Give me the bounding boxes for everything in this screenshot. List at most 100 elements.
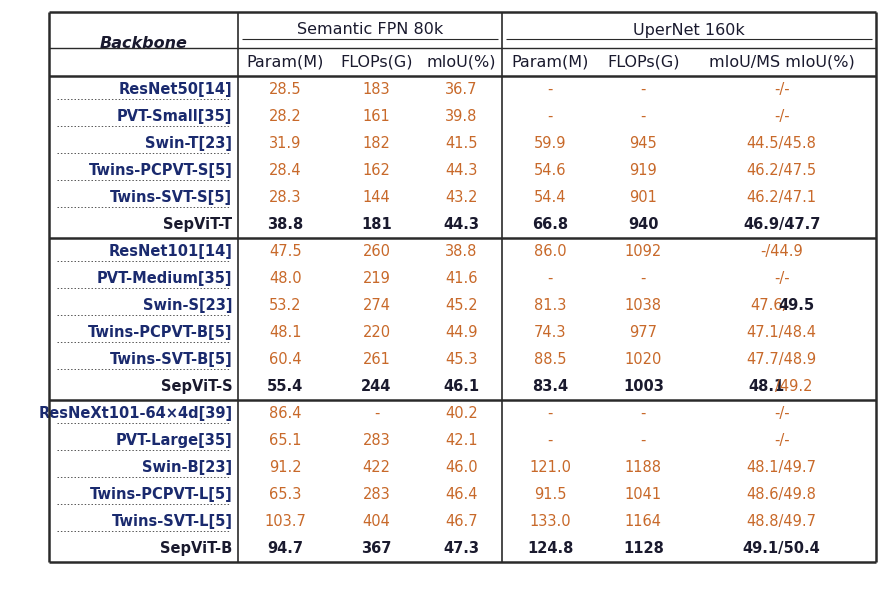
Text: Swin-S[23]: Swin-S[23]	[143, 298, 232, 313]
Text: 31.9: 31.9	[269, 136, 302, 151]
Text: Twins-PCPVT-S[5]: Twins-PCPVT-S[5]	[88, 163, 232, 178]
Text: 144: 144	[362, 190, 391, 205]
Text: 66.8: 66.8	[532, 217, 569, 232]
Text: 41.6: 41.6	[445, 271, 478, 286]
Text: 45.3: 45.3	[445, 352, 477, 367]
Text: 49.1/50.4: 49.1/50.4	[743, 541, 821, 556]
Text: 901: 901	[629, 190, 657, 205]
Text: 244: 244	[361, 379, 392, 394]
Text: 47.7/48.9: 47.7/48.9	[747, 352, 817, 367]
Text: 274: 274	[362, 298, 391, 313]
Text: -/-: -/-	[773, 271, 789, 286]
Text: 53.2: 53.2	[269, 298, 302, 313]
Text: 91.5: 91.5	[534, 487, 567, 502]
Text: Swin-T[23]: Swin-T[23]	[145, 136, 232, 151]
Text: 47.5: 47.5	[269, 244, 302, 259]
Text: 45.2: 45.2	[445, 298, 478, 313]
Text: -: -	[547, 433, 553, 448]
Text: Twins-SVT-L[5]: Twins-SVT-L[5]	[111, 514, 232, 529]
Text: 38.8: 38.8	[445, 244, 477, 259]
Text: 48.0: 48.0	[269, 271, 302, 286]
Text: Twins-SVT-B[5]: Twins-SVT-B[5]	[109, 352, 232, 367]
Text: -: -	[547, 109, 553, 124]
Text: -: -	[641, 433, 646, 448]
Text: 1020: 1020	[625, 352, 662, 367]
Text: Backbone: Backbone	[100, 37, 188, 52]
Text: 977: 977	[629, 325, 658, 340]
Text: 183: 183	[362, 82, 390, 97]
Text: 39.8: 39.8	[445, 109, 477, 124]
Text: 86.4: 86.4	[269, 406, 302, 421]
Text: 54.6: 54.6	[534, 163, 567, 178]
Text: 945: 945	[629, 136, 657, 151]
Text: 42.1: 42.1	[445, 433, 478, 448]
Text: 65.3: 65.3	[269, 487, 302, 502]
Text: -/-: -/-	[773, 82, 789, 97]
Text: Twins-PCPVT-L[5]: Twins-PCPVT-L[5]	[90, 487, 232, 502]
Text: /49.2: /49.2	[775, 379, 813, 394]
Text: 59.9: 59.9	[534, 136, 567, 151]
Text: FLOPs(G): FLOPs(G)	[340, 54, 413, 69]
Text: 219: 219	[362, 271, 391, 286]
Text: 182: 182	[362, 136, 391, 151]
Text: 1128: 1128	[623, 541, 664, 556]
Text: -: -	[641, 271, 646, 286]
Text: ResNet101[14]: ResNet101[14]	[109, 244, 232, 259]
Text: mIoU/MS mIoU(%): mIoU/MS mIoU(%)	[708, 54, 854, 69]
Text: 44.3: 44.3	[443, 217, 479, 232]
Text: Twins-PCPVT-B[5]: Twins-PCPVT-B[5]	[88, 325, 232, 340]
Text: 86.0: 86.0	[534, 244, 567, 259]
Text: -: -	[547, 82, 553, 97]
Text: -: -	[374, 406, 379, 421]
Text: 1188: 1188	[625, 460, 662, 475]
Text: 48.1: 48.1	[269, 325, 302, 340]
Text: SepViT-B: SepViT-B	[160, 541, 232, 556]
Text: 161: 161	[362, 109, 391, 124]
Text: 44.9: 44.9	[445, 325, 478, 340]
Text: Semantic FPN 80k: Semantic FPN 80k	[297, 23, 443, 38]
Text: 133.0: 133.0	[530, 514, 571, 529]
Text: 404: 404	[362, 514, 391, 529]
Text: Param(M): Param(M)	[247, 54, 324, 69]
Text: 124.8: 124.8	[527, 541, 573, 556]
Text: 1003: 1003	[623, 379, 664, 394]
Text: 65.1: 65.1	[269, 433, 302, 448]
Text: 220: 220	[362, 325, 391, 340]
Text: -: -	[641, 82, 646, 97]
Text: SepViT-S: SepViT-S	[161, 379, 232, 394]
Text: 40.2: 40.2	[445, 406, 478, 421]
Text: 261: 261	[362, 352, 391, 367]
Text: 83.4: 83.4	[532, 379, 569, 394]
Text: PVT-Small[35]: PVT-Small[35]	[117, 109, 232, 124]
Text: -/44.9: -/44.9	[760, 244, 803, 259]
Text: 1041: 1041	[625, 487, 662, 502]
Text: 46.1: 46.1	[443, 379, 480, 394]
Text: 43.2: 43.2	[445, 190, 478, 205]
Text: 46.2/47.5: 46.2/47.5	[747, 163, 817, 178]
Text: 260: 260	[362, 244, 391, 259]
Text: 74.3: 74.3	[534, 325, 567, 340]
Text: 367: 367	[361, 541, 392, 556]
Text: SepViT-T: SepViT-T	[163, 217, 232, 232]
Text: 919: 919	[629, 163, 657, 178]
Text: mIoU(%): mIoU(%)	[426, 54, 496, 69]
Text: 48.8/49.7: 48.8/49.7	[747, 514, 817, 529]
Text: 46.4: 46.4	[445, 487, 478, 502]
Text: 103.7: 103.7	[264, 514, 306, 529]
Text: 88.5: 88.5	[534, 352, 567, 367]
Text: ResNet50[14]: ResNet50[14]	[118, 82, 232, 97]
Text: 181: 181	[361, 217, 392, 232]
Text: 1164: 1164	[625, 514, 662, 529]
Text: ResNeXt101-64×4d[39]: ResNeXt101-64×4d[39]	[38, 406, 232, 421]
Text: 38.8: 38.8	[267, 217, 303, 232]
Text: 44.3: 44.3	[445, 163, 477, 178]
Text: 49.5: 49.5	[779, 298, 814, 313]
Text: 46.0: 46.0	[445, 460, 478, 475]
Text: 46.7: 46.7	[445, 514, 478, 529]
Text: -/-: -/-	[773, 433, 789, 448]
Text: 48.1: 48.1	[748, 379, 785, 394]
Text: 41.5: 41.5	[445, 136, 478, 151]
Text: PVT-Medium[35]: PVT-Medium[35]	[97, 271, 232, 286]
Text: 1092: 1092	[625, 244, 662, 259]
Text: 121.0: 121.0	[530, 460, 571, 475]
